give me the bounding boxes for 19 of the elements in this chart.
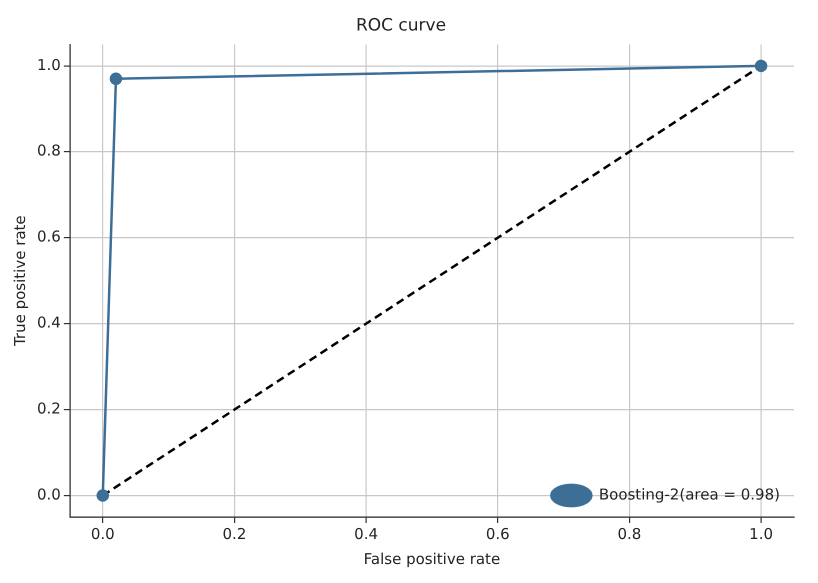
point	[110, 72, 122, 86]
x-tick-label: 0.4	[354, 524, 378, 543]
y-tick-label: 0.8	[36, 142, 61, 160]
legend-label: Boosting-2(area = 0.98)	[598, 485, 780, 504]
y-tick-label: 0.6	[36, 228, 61, 246]
y-tick-label: 0.4	[36, 314, 61, 332]
point	[96, 489, 110, 502]
chart-title: ROC curve	[356, 16, 446, 36]
x-tick-label: 0.0	[90, 524, 115, 543]
y-tick-label: 0.2	[36, 399, 61, 418]
x-tick-label: 0.2	[222, 524, 246, 543]
y-tick-label: 1.0	[36, 56, 61, 74]
y-tick-label: 0.0	[36, 485, 61, 504]
x-tick-label: 1.0	[749, 524, 774, 543]
point	[754, 60, 768, 72]
x-axis-title: False positive rate	[364, 550, 500, 568]
x-tick-label: 0.6	[486, 524, 510, 543]
x-tick-label: 0.8	[617, 524, 642, 543]
y-axis-title: True positive rate	[10, 215, 29, 348]
